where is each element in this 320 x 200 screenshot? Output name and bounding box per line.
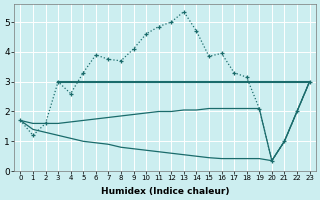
X-axis label: Humidex (Indice chaleur): Humidex (Indice chaleur): [101, 187, 229, 196]
